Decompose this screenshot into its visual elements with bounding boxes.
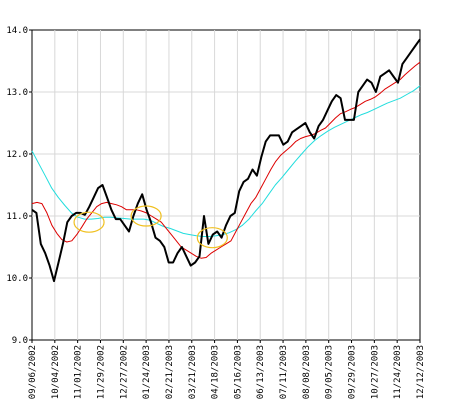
highlight-ellipse: [73, 211, 105, 233]
x-tick-label: 11/24/2003: [393, 345, 403, 399]
x-tick-label: 08/08/2003: [302, 345, 312, 399]
y-tick-label: 14.0: [6, 26, 28, 36]
y-tick-label: 13.0: [6, 88, 28, 98]
x-tick-label: 07/11/2003: [279, 345, 289, 399]
x-tick-label: 01/24/2003: [142, 345, 152, 399]
x-tick-label: 11/01/2002: [74, 345, 84, 399]
grid-lines: [32, 30, 420, 340]
x-tick-label: 06/13/2003: [256, 345, 266, 399]
x-tick-label: 12/12/2003: [416, 345, 426, 399]
x-axis: 09/06/2002 10/04/2002 11/01/2002 11/29/2002…: [28, 340, 426, 399]
annotation-layer: [73, 205, 228, 249]
highlight-ellipse: [130, 205, 162, 227]
x-tick-label: 09/05/2003: [325, 345, 335, 399]
x-tick-label: 11/29/2002: [96, 345, 106, 399]
highlight-ellipse: [196, 227, 228, 249]
x-tick-label: 03/21/2003: [188, 345, 198, 399]
x-tick-label: 12/27/2002: [119, 345, 129, 399]
x-tick-label: 09/29/2003: [348, 345, 358, 399]
x-tick-label: 04/18/2003: [211, 345, 221, 399]
plot-area: [31, 29, 421, 341]
x-tick-label: 02/21/2003: [165, 345, 175, 399]
x-tick-label: 09/06/2002: [28, 345, 38, 399]
series-line-0: [31, 38, 421, 283]
y-tick-label: 11.0: [6, 212, 28, 222]
y-tick-label: 9.0: [12, 336, 28, 346]
x-tick-label: 05/16/2003: [233, 345, 243, 399]
y-tick-label: 12.0: [6, 150, 28, 160]
x-tick-label: 10/27/2003: [370, 345, 380, 399]
x-tick-label: 10/04/2002: [51, 345, 61, 399]
y-tick-label: 10.0: [6, 274, 28, 284]
y-axis: 9.0 10.0 11.0 12.0 13.0 14.0: [6, 26, 32, 346]
